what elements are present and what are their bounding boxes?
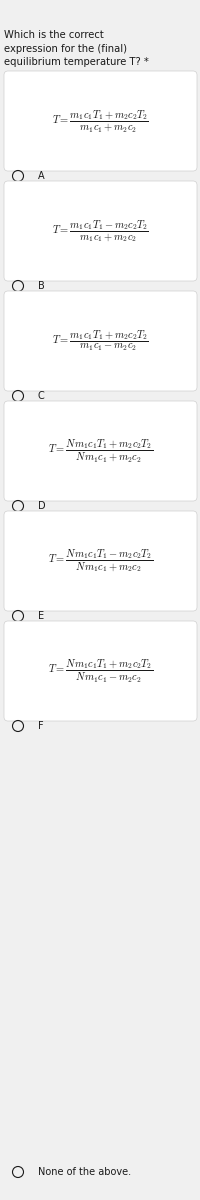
FancyBboxPatch shape [4,620,196,721]
Text: C: C [38,391,45,401]
Text: A: A [38,170,44,181]
Text: $T = \dfrac{Nm_1c_1T_1 + m_2c_2T_2}{Nm_1c_1 - m_2c_2}$: $T = \dfrac{Nm_1c_1T_1 + m_2c_2T_2}{Nm_1… [48,658,152,684]
Text: E: E [38,611,44,620]
Text: $T = \dfrac{m_1c_1T_1 - m_2c_2T_2}{m_1c_1 + m_2c_2}$: $T = \dfrac{m_1c_1T_1 - m_2c_2T_2}{m_1c_… [52,218,148,244]
FancyBboxPatch shape [4,181,196,281]
Text: F: F [38,721,43,731]
Text: B: B [38,281,45,290]
Text: None of the above.: None of the above. [38,1166,130,1177]
FancyBboxPatch shape [4,401,196,500]
FancyBboxPatch shape [4,290,196,391]
FancyBboxPatch shape [4,511,196,611]
Text: $T = \dfrac{Nm_1c_1T_1 + m_2c_2T_2}{Nm_1c_1 + m_2c_2}$: $T = \dfrac{Nm_1c_1T_1 + m_2c_2T_2}{Nm_1… [48,438,152,464]
Text: $T = \dfrac{Nm_1c_1T_1 - m_2c_2T_2}{Nm_1c_1 + m_2c_2}$: $T = \dfrac{Nm_1c_1T_1 - m_2c_2T_2}{Nm_1… [48,547,152,575]
Text: Which is the correct
expression for the (final)
equilibrium temperature T? *: Which is the correct expression for the … [4,30,148,67]
Text: $T = \dfrac{m_1c_1T_1 + m_2c_2T_2}{m_1c_1 - m_2c_2}$: $T = \dfrac{m_1c_1T_1 + m_2c_2T_2}{m_1c_… [52,329,148,353]
Text: D: D [38,500,45,511]
Text: $T = \dfrac{m_1c_1T_1 + m_2c_2T_2}{m_1c_1 + m_2c_2}$: $T = \dfrac{m_1c_1T_1 + m_2c_2T_2}{m_1c_… [52,108,148,134]
FancyBboxPatch shape [4,71,196,170]
